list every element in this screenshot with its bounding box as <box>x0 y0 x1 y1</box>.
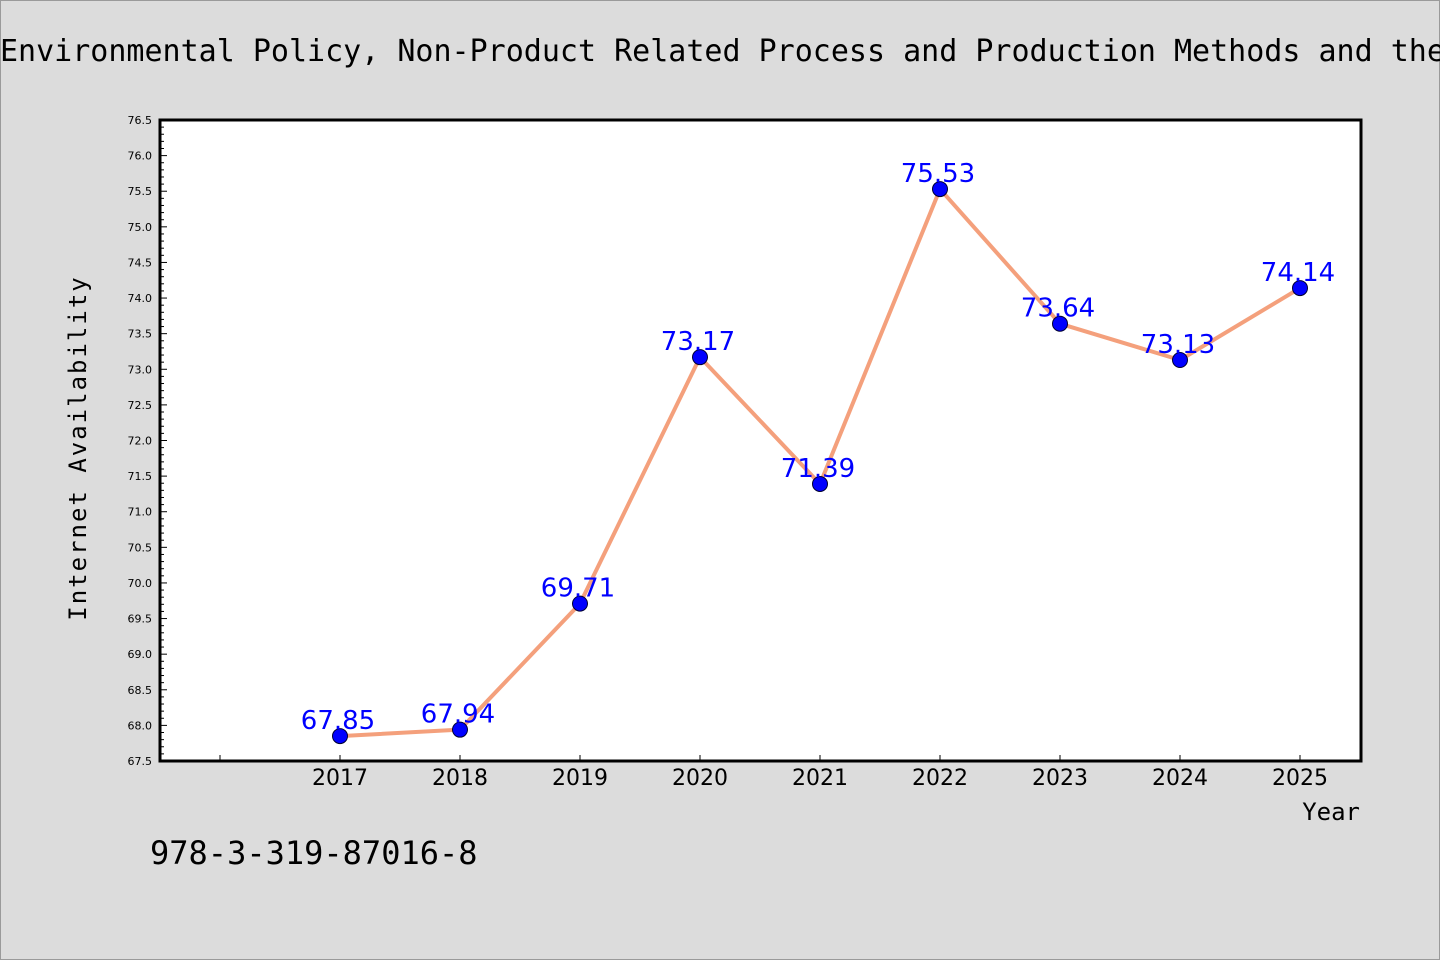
x-tick-label: 2021 <box>792 766 848 791</box>
y-axis-ticks: 67.5 68.0 68.5 69.0 69.5 70.0 70.5 71.0 71.5 72.0… <box>128 114 167 768</box>
data-point <box>692 349 708 366</box>
y-tick-label: 74.0 <box>128 292 153 305</box>
y-tick-label: 69.0 <box>128 648 153 661</box>
chart-title: Environmental Policy, Non-Product Relate… <box>0 34 1440 69</box>
x-tick-label: 2017 <box>312 766 368 791</box>
data-points <box>332 181 1308 745</box>
y-tick-label: 67.5 <box>128 755 153 768</box>
data-label: 67.85 <box>301 706 375 736</box>
y-tick-label: 71.5 <box>128 470 153 483</box>
x-tick-label: 2025 <box>1272 766 1328 791</box>
data-label: 71.39 <box>781 454 855 484</box>
y-tick-label: 76.0 <box>128 150 153 163</box>
y-tick-label: 70.5 <box>128 541 153 554</box>
y-tick-label: 68.0 <box>128 719 153 732</box>
data-point <box>1292 280 1308 297</box>
x-tick-label: 2019 <box>552 766 608 791</box>
data-label: 73.64 <box>1021 294 1095 324</box>
plot-area <box>158 118 1363 763</box>
y-tick-label: 73.5 <box>128 328 153 341</box>
data-point <box>452 721 468 738</box>
x-tick-label: 2020 <box>672 766 728 791</box>
y-tick-label: 72.5 <box>128 399 153 412</box>
y-tick-label: 74.5 <box>128 256 153 269</box>
y-tick-label: 76.5 <box>128 114 153 127</box>
data-point <box>1052 315 1068 332</box>
x-axis-ticks: 2017 2018 2019 2020 2021 2022 2023 2024 2025 <box>219 755 1328 791</box>
y-tick-label: 72.0 <box>128 435 153 448</box>
data-label: 73.13 <box>1141 330 1215 360</box>
data-label: 74.14 <box>1261 258 1335 288</box>
data-point <box>572 595 588 612</box>
y-tick-label: 69.5 <box>128 613 153 626</box>
y-tick-label: 75.0 <box>128 221 153 234</box>
data-labels: 67.85 67.94 69.71 73.17 71.39 75.53 73.64 73.13… <box>301 159 1335 736</box>
x-tick-label: 2022 <box>912 766 968 791</box>
y-tick-label: 73.0 <box>128 363 153 376</box>
data-label: 67.94 <box>421 700 495 730</box>
y-tick-label: 68.5 <box>128 684 153 697</box>
data-point <box>332 728 348 745</box>
y-tick-label: 70.0 <box>128 577 153 590</box>
x-tick-label: 2024 <box>1152 766 1208 791</box>
data-label: 69.71 <box>541 574 615 604</box>
y-tick-label: 71.0 <box>128 506 153 519</box>
x-tick-label: 2018 <box>432 766 488 791</box>
y-axis-label: Internet Availability <box>64 275 92 620</box>
data-point <box>812 475 828 492</box>
isbn-text: 978-3-319-87016-8 <box>150 834 478 872</box>
y-tick-label: 75.5 <box>128 185 153 198</box>
data-label: 75.53 <box>901 159 975 189</box>
x-tick-label: 2023 <box>1032 766 1088 791</box>
x-axis-label: Year <box>1302 798 1360 826</box>
data-point <box>932 181 948 198</box>
data-point <box>1172 352 1188 369</box>
data-label: 73.17 <box>661 327 735 357</box>
